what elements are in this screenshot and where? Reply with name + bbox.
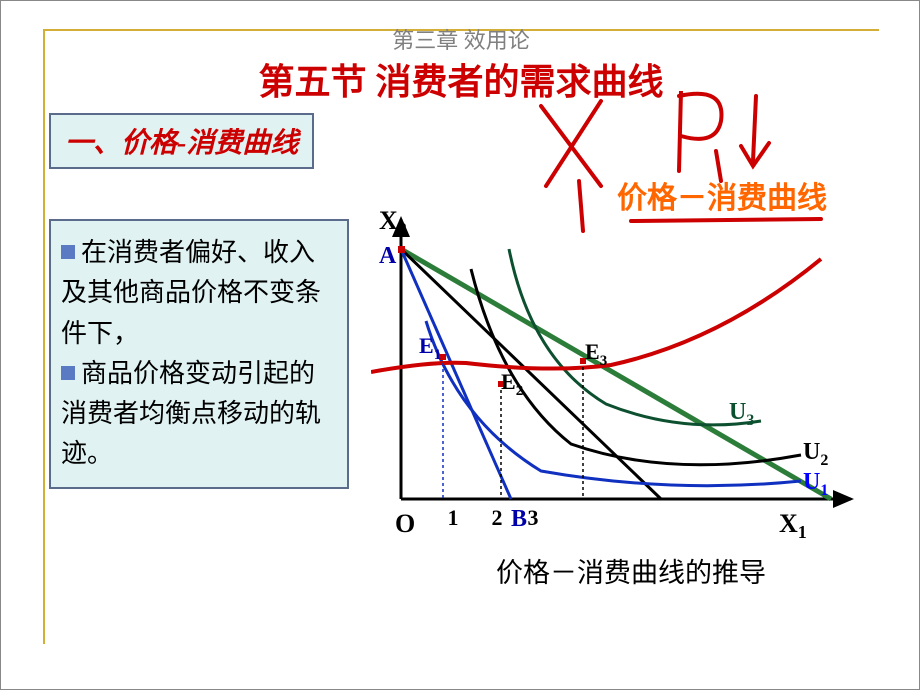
svg-text:E2: E2 (501, 369, 523, 399)
subheading-text: 一、价格-消费曲线 (65, 128, 298, 159)
svg-text:1: 1 (448, 505, 459, 530)
svg-text:U1: U1 (803, 469, 828, 499)
svg-text:B: B (511, 506, 527, 532)
definition-part2: 商品价格变动引起的消费者均衡点移动的轨迹。 (61, 354, 337, 475)
bullet-icon (61, 366, 75, 380)
graph-caption: 价格－消费曲线的推导 (421, 551, 841, 590)
x2-axis-label: X2 (379, 206, 407, 240)
subheading-box: 一、价格-消费曲线 (49, 113, 314, 169)
point-a-marker (398, 246, 405, 253)
origin-label: O (395, 509, 415, 539)
svg-text:3: 3 (528, 505, 539, 530)
x1-axis-label: X1 (779, 509, 807, 543)
chapter-heading: 第三章 效用论 (1, 23, 920, 55)
svg-text:U2: U2 (803, 439, 828, 469)
bullet-icon (61, 245, 75, 259)
economics-graph: U1U2U3E1E2E3123B (371, 209, 871, 559)
definition-part1: 在消费者偏好、收入及其他商品价格不变条件下， (61, 233, 337, 354)
definition-box: 在消费者偏好、收入及其他商品价格不变条件下， 商品价格变动引起的消费者均衡点移动… (49, 219, 349, 489)
svg-text:U3: U3 (729, 399, 754, 429)
svg-text:2: 2 (492, 505, 503, 530)
svg-text:E1: E1 (419, 333, 441, 363)
point-a-label: A (379, 243, 396, 270)
